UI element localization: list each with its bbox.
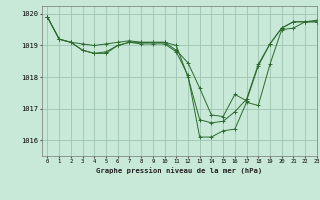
- X-axis label: Graphe pression niveau de la mer (hPa): Graphe pression niveau de la mer (hPa): [96, 167, 262, 174]
